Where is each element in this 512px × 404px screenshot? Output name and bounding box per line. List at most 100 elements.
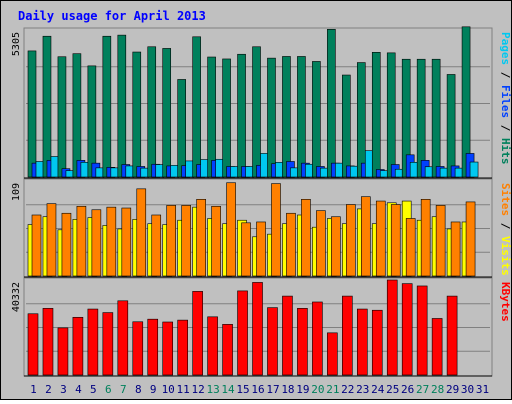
bar-sites-day-8 <box>136 188 147 277</box>
bar-hits-day-1 <box>27 50 37 178</box>
x-tick-label: 23 <box>356 383 369 396</box>
bar-sites-day-29 <box>450 221 461 277</box>
x-tick-label: 1 <box>30 383 37 396</box>
bar-kbytes-day-1 <box>27 313 39 376</box>
bar-sites-day-9 <box>151 214 162 277</box>
bar-hits-day-18 <box>282 56 291 178</box>
panel-2-bars <box>27 182 476 277</box>
bar-hits-day-29 <box>446 74 456 178</box>
bar-hits-day-21 <box>327 29 336 178</box>
x-tick-label: 15 <box>236 383 249 396</box>
bar-sites-day-26 <box>405 218 416 277</box>
bar-sites-day-3 <box>61 212 72 277</box>
bar-kbytes-day-24 <box>371 309 383 376</box>
bar-sites-day-16 <box>256 221 266 277</box>
bar-sites-day-4 <box>76 205 87 277</box>
bar-kbytes-day-16 <box>252 282 263 376</box>
bar-hits-day-28 <box>431 58 441 178</box>
x-tick-label: 29 <box>446 383 459 396</box>
x-tick-label: 11 <box>177 383 190 396</box>
legend-3: KBytes <box>499 282 512 322</box>
legend-item-sites: Sites <box>499 183 512 216</box>
x-tick-label: 24 <box>371 383 385 396</box>
bar-kbytes-day-8 <box>132 321 144 376</box>
bar-kbytes-day-25 <box>386 279 398 376</box>
x-tick-label: 19 <box>296 383 309 396</box>
bar-kbytes-day-18 <box>282 295 293 376</box>
bar-hits-day-23 <box>356 62 366 178</box>
bar-kbytes-day-29 <box>446 295 458 376</box>
bar-sites-day-23 <box>360 196 371 277</box>
bar-hits-day-11 <box>177 79 186 178</box>
x-tick-label: 14 <box>221 383 235 396</box>
legend-separator: / <box>499 65 512 85</box>
bar-hits-day-17 <box>267 57 276 178</box>
bar-kbytes-day-9 <box>147 318 159 376</box>
panel-2: 109 Sites / Visits <box>11 178 512 278</box>
bar-sites-day-7 <box>121 207 132 277</box>
x-tick-label: 31 <box>476 383 489 396</box>
bar-hits-day-16 <box>252 46 261 178</box>
x-tick-label: 5 <box>90 383 97 396</box>
bar-hits-day-7 <box>117 34 127 178</box>
bar-sites-day-6 <box>106 206 117 277</box>
bar-sites-day-21 <box>331 216 341 277</box>
y-max-label-1: 5305 <box>11 32 22 56</box>
bar-hits-day-6 <box>102 35 112 178</box>
bar-sites-day-11 <box>181 205 191 277</box>
bar-sites-day-24 <box>375 200 386 277</box>
bar-hits-day-24 <box>371 52 381 178</box>
bar-hits-day-14 <box>222 58 231 178</box>
legend-item-visits: Visits <box>499 236 512 276</box>
panel-3: 40332 KBytes <box>11 277 512 377</box>
legend-item-files: Files <box>499 85 512 118</box>
bar-kbytes-day-20 <box>312 301 323 376</box>
bar-sites-day-27 <box>420 199 431 277</box>
legend-item-hits: Hits <box>499 138 512 165</box>
bar-kbytes-day-27 <box>416 285 428 376</box>
x-tick-label: 30 <box>461 383 474 396</box>
bar-kbytes-day-21 <box>327 332 338 376</box>
bar-sites-day-25 <box>390 204 401 277</box>
bar-kbytes-day-5 <box>87 308 99 376</box>
bar-hits-day-22 <box>342 74 351 178</box>
x-tick-label: 7 <box>120 383 127 396</box>
x-tick-label: 20 <box>311 383 324 396</box>
panel-3-bars <box>27 279 458 376</box>
bar-hits-day-15 <box>237 53 246 178</box>
bar-sites-day-18 <box>286 212 296 277</box>
bar-kbytes-day-6 <box>102 312 114 376</box>
bar-sites-day-10 <box>166 205 177 277</box>
bar-kbytes-day-14 <box>222 324 233 376</box>
bar-hits-day-12 <box>192 36 201 178</box>
legend-2: Sites / Visits <box>499 183 512 276</box>
bar-sites-day-30 <box>465 201 476 277</box>
x-tick-label: 8 <box>135 383 142 396</box>
x-tick-label: 16 <box>251 383 264 396</box>
bar-sites-day-28 <box>435 205 446 277</box>
bar-sites-day-19 <box>301 199 311 277</box>
x-tick-label: 10 <box>162 383 175 396</box>
chart-panels: 5305 Pages / Files / Hits 109 Sites / Visit… <box>11 26 512 377</box>
bar-hits-day-3 <box>57 56 67 178</box>
bar-kbytes-day-11 <box>177 319 188 376</box>
x-tick-label: 12 <box>192 383 205 396</box>
legend-1: Pages / Files / Hits <box>499 32 512 165</box>
x-tick-label: 26 <box>401 383 414 396</box>
bar-kbytes-day-26 <box>401 283 413 376</box>
x-tick-label: 3 <box>60 383 67 396</box>
x-tick-label: 21 <box>326 383 339 396</box>
panel-1-bars <box>27 26 479 178</box>
bar-kbytes-day-3 <box>57 327 69 376</box>
x-tick-label: 22 <box>341 383 354 396</box>
x-tick-label: 2 <box>45 383 52 396</box>
x-tick-label: 13 <box>206 383 219 396</box>
bar-kbytes-day-17 <box>267 307 278 376</box>
x-tick-label: 17 <box>266 383 279 396</box>
bar-sites-day-20 <box>316 210 326 277</box>
bar-kbytes-day-7 <box>117 300 129 376</box>
legend-item-kbytes: KBytes <box>499 282 512 322</box>
bar-hits-day-25 <box>386 52 396 178</box>
legend-separator: / <box>499 216 512 236</box>
